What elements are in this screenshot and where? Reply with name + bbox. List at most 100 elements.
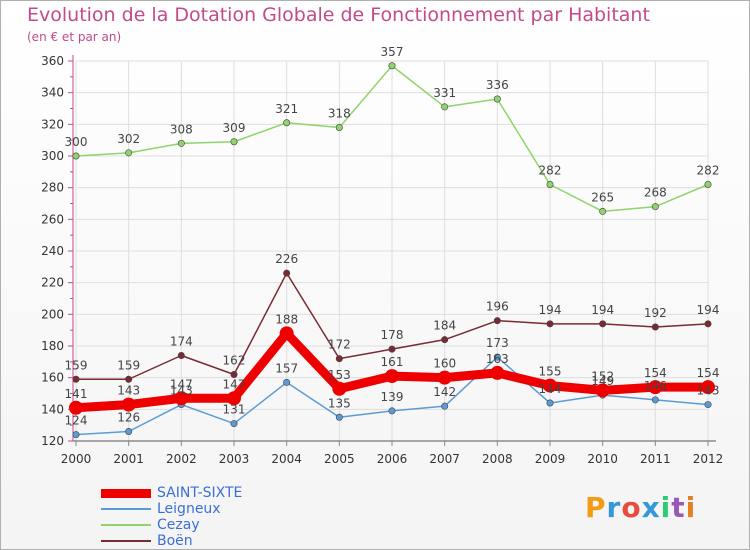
y-tick-label: 280	[41, 181, 64, 195]
x-tick-label: 2005	[324, 452, 355, 466]
y-tick-label: 180	[41, 339, 64, 353]
data-label: 194	[591, 303, 614, 317]
data-point	[230, 370, 238, 378]
data-point	[701, 380, 715, 395]
data-point	[177, 351, 185, 359]
data-label: 139	[381, 390, 404, 404]
y-tick-label: 360	[41, 54, 64, 68]
data-label: 194	[697, 303, 720, 317]
data-point	[335, 124, 343, 132]
data-label: 302	[117, 132, 140, 146]
data-label: 157	[275, 361, 298, 375]
data-point	[72, 152, 80, 160]
x-tick-label: 2002	[166, 452, 197, 466]
data-label: 124	[65, 414, 88, 428]
logo-letter: i	[685, 491, 697, 524]
y-tick-label: 340	[41, 86, 64, 100]
data-label: 300	[65, 135, 88, 149]
x-tick-label: 2008	[482, 452, 513, 466]
data-point	[177, 139, 185, 147]
data-label: 155	[539, 365, 562, 379]
x-tick-label: 2006	[377, 452, 408, 466]
data-label: 336	[486, 78, 509, 92]
data-label: 153	[328, 368, 351, 382]
y-tick-label: 260	[41, 212, 64, 226]
logo-letter: o	[621, 491, 642, 524]
data-point	[121, 397, 136, 412]
data-point	[437, 370, 452, 385]
data-label: 135	[328, 396, 351, 410]
data-point	[125, 375, 133, 383]
x-tick-label: 2003	[219, 452, 250, 466]
data-point	[651, 203, 659, 211]
data-point	[441, 336, 449, 344]
data-point	[493, 95, 501, 103]
data-point	[704, 401, 712, 409]
data-point	[546, 320, 554, 328]
data-point	[595, 383, 610, 398]
y-tick-label: 200	[41, 307, 64, 321]
data-point	[493, 353, 501, 361]
data-label: 143	[117, 384, 140, 398]
data-point	[125, 427, 133, 435]
data-point	[441, 402, 449, 410]
proxiti-logo: Proxiti	[585, 491, 696, 524]
data-point	[543, 378, 557, 393]
y-axis-ticks: 120 140 160 180 200 220 240 260 280 300 320 340 360	[41, 54, 73, 448]
data-label: 141	[65, 387, 88, 401]
y-tick-label: 320	[41, 117, 64, 131]
data-label: 154	[644, 366, 667, 380]
data-label: 126	[117, 411, 140, 425]
y-tick-label: 140	[41, 402, 64, 416]
legend-label: Boën	[157, 533, 193, 549]
data-point	[174, 391, 189, 406]
data-point	[651, 323, 659, 331]
data-point	[490, 365, 505, 380]
data-label: 144	[539, 382, 562, 396]
data-point	[441, 103, 449, 111]
data-point	[546, 181, 554, 189]
legend-label: SAINT-SIXTE	[157, 485, 243, 501]
data-point	[385, 369, 399, 384]
legend-label: Cezay	[157, 517, 200, 533]
logo-letter: r	[606, 491, 622, 524]
data-label: 318	[328, 107, 351, 121]
logo-letter: i	[660, 491, 672, 524]
legend-swatch	[101, 540, 151, 542]
chart-title: Evolution de la Dotation Globale de Fonc…	[27, 4, 650, 26]
data-label: 226	[275, 252, 298, 266]
data-label: 282	[697, 164, 720, 178]
x-tick-label: 2010	[587, 452, 618, 466]
data-label: 265	[591, 190, 614, 204]
y-tick-label: 300	[41, 149, 64, 163]
logo-letter: x	[641, 491, 661, 524]
data-point	[388, 407, 396, 415]
axes	[72, 55, 716, 442]
data-label: 131	[223, 403, 246, 417]
legend-label: Leigneux	[157, 501, 221, 517]
data-point	[72, 375, 80, 383]
data-label: 149	[591, 374, 614, 388]
data-point	[283, 269, 291, 277]
data-label: 308	[170, 122, 193, 136]
data-point	[648, 380, 663, 395]
x-tick-label: 2009	[535, 452, 566, 466]
data-label: 142	[433, 385, 456, 399]
data-label: 173	[486, 336, 509, 350]
y-tick-label: 220	[41, 276, 64, 290]
data-point	[69, 400, 83, 415]
data-point	[279, 326, 294, 341]
data-point	[125, 149, 133, 157]
data-label: 146	[644, 379, 667, 393]
data-label: 152	[591, 369, 614, 383]
data-label: 174	[170, 335, 193, 349]
data-label: 192	[644, 306, 667, 320]
data-label: 147	[170, 377, 193, 391]
data-label: 196	[486, 300, 509, 314]
data-label: 159	[65, 358, 88, 372]
data-label: 162	[223, 354, 246, 368]
data-label: 282	[539, 164, 562, 178]
x-tick-label: 2012	[693, 452, 724, 466]
data-label: 172	[328, 338, 351, 352]
